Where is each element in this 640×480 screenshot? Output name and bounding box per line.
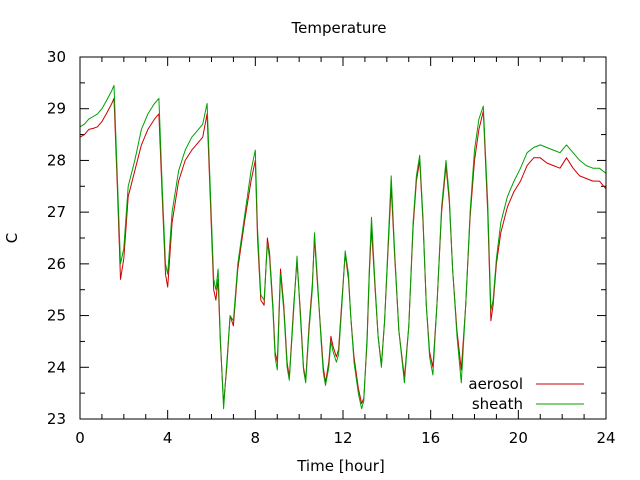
x-tick-label: 12 <box>333 429 352 447</box>
legend-label-aerosol: aerosol <box>468 375 523 393</box>
legend-label-sheath: sheath <box>472 395 523 413</box>
x-tick-label: 20 <box>509 429 528 447</box>
y-axis-label: C <box>3 233 21 243</box>
y-tick-label: 26 <box>47 255 66 273</box>
plot-frame <box>79 56 607 420</box>
y-tick-label: 29 <box>47 100 66 118</box>
x-axis-label: Time [hour] <box>296 457 385 475</box>
y-tick-label: 27 <box>47 203 66 221</box>
legend: aerosol sheath <box>468 375 584 413</box>
x-tick-label: 4 <box>163 429 173 447</box>
axis-ticks <box>79 56 607 420</box>
series-line-aerosol <box>79 97 607 404</box>
y-tick-label: 30 <box>47 48 66 66</box>
axis-tick-labels: 0 4 8 12 16 20 24 23 24 25 26 27 28 29 30 <box>47 48 616 447</box>
x-tick-label: 0 <box>75 429 85 447</box>
x-tick-label: 8 <box>251 429 261 447</box>
chart-title: Temperature <box>290 19 386 37</box>
y-tick-label: 28 <box>47 151 66 169</box>
x-tick-label: 24 <box>596 429 615 447</box>
y-tick-label: 25 <box>47 307 66 325</box>
x-tick-label: 16 <box>421 429 440 447</box>
series-line-sheath <box>79 84 607 410</box>
data-series <box>79 84 607 410</box>
y-tick-label: 23 <box>47 410 66 428</box>
y-tick-label: 24 <box>47 358 66 376</box>
